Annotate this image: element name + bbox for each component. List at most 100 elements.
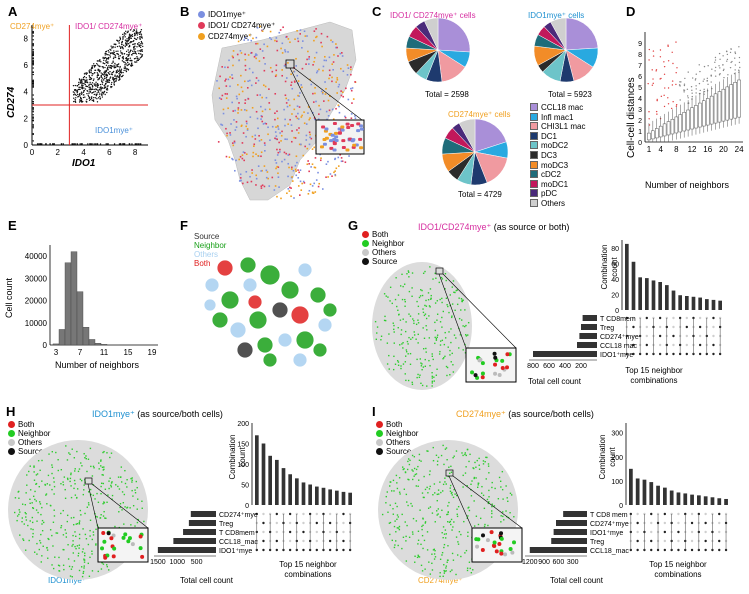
combination-bar (328, 489, 332, 505)
cell-dot (240, 109, 243, 111)
tissue-outline (372, 262, 472, 390)
neighbor-cell-dot (24, 503, 27, 506)
data-point (114, 55, 117, 57)
neighbor-cell-dot (66, 520, 69, 523)
i-combo-caption: Top 15 neighbor combinations (649, 560, 707, 579)
data-point (139, 30, 142, 33)
neighbor-cell-dot (81, 551, 84, 553)
neighbor-cell-dot (413, 334, 416, 336)
data-point (113, 50, 115, 52)
data-point (114, 46, 116, 48)
data-point (101, 96, 104, 98)
neighbor-cell-dot (441, 301, 443, 304)
neighbor-cell-dot (450, 341, 452, 344)
data-point (91, 84, 94, 87)
cell-dot (266, 171, 269, 173)
data-point (105, 61, 108, 64)
neighbor-cell-dot (42, 545, 44, 547)
neighbor-cell-dot (58, 570, 61, 572)
data-point (100, 79, 103, 81)
neighbor-cell-dot (33, 465, 35, 467)
neighbor-cell-dot (488, 496, 490, 498)
neighbor-cell-dot (136, 486, 138, 489)
cell-dot (346, 64, 349, 66)
neighbor-cell-dot (78, 544, 81, 546)
neighbor-cell-dot (376, 326, 379, 328)
cell-dot (287, 51, 289, 53)
neighbor-cell-dot (24, 511, 26, 514)
data-point (93, 83, 95, 85)
f-legend-neighbor: Neighbor (194, 241, 227, 250)
neighbor-cell-dot (95, 515, 97, 518)
neighbor-cell-dot (402, 318, 404, 320)
neighbor-cell-dot (461, 319, 463, 321)
neighbor-cell-dot (83, 484, 85, 486)
matrix-dot (302, 530, 305, 534)
data-point (98, 88, 101, 91)
data-point (126, 64, 128, 67)
cell-dot (313, 39, 315, 42)
data-point (109, 67, 111, 69)
combination-bar (629, 468, 633, 505)
neighbor-cell-dot (73, 487, 75, 490)
neighbor-cell-dot (117, 476, 120, 478)
neighbor-cell-dot (35, 483, 37, 485)
data-point (32, 94, 34, 96)
neighbor-cell-dot (405, 560, 408, 562)
legend-dot-icon (376, 430, 383, 437)
data-point (96, 92, 98, 94)
neighbor-cell-dot (403, 468, 405, 470)
data-point (112, 70, 115, 73)
data-point (124, 39, 127, 41)
data-point (128, 33, 131, 35)
neighbor-cell-dot (407, 458, 410, 460)
neighbor-cell-dot (451, 286, 454, 288)
outlier-point (719, 67, 721, 69)
cell-dot (235, 121, 238, 123)
cell-dot (251, 172, 253, 174)
data-point (110, 45, 112, 47)
x-tick-label: 600 (543, 363, 555, 370)
outlier-point (698, 64, 700, 66)
data-point (78, 93, 81, 96)
neighbor-cell-dot (70, 568, 73, 570)
cell-dot (347, 98, 350, 101)
data-point (133, 46, 135, 48)
cell-dot (332, 68, 334, 71)
neighbor-cell-dot (456, 494, 458, 497)
neighbor-cell-dot (444, 273, 447, 275)
y-tick-label: 0 (619, 503, 623, 510)
data-point (119, 36, 121, 38)
set-size-bar (551, 538, 587, 544)
cell-dot (263, 142, 266, 144)
neighbor-cell-dot (78, 569, 81, 572)
neighbor-cell-dot (40, 561, 42, 563)
outlier-point (680, 81, 682, 83)
neighbor-cell-dot (39, 542, 42, 544)
data-point (139, 50, 142, 52)
matrix-dot (690, 548, 694, 552)
neighbor-cell-dot (408, 536, 411, 539)
neighbor-cell-dot (100, 459, 102, 461)
outlier-point (707, 65, 709, 67)
panel-label-g: G (348, 218, 359, 233)
data-point (108, 79, 111, 82)
matrix-dot (288, 530, 292, 534)
data-point (32, 71, 34, 74)
zoom-cell (102, 539, 107, 544)
data-point (129, 57, 132, 59)
cell-dot (285, 77, 288, 79)
data-point (93, 143, 95, 145)
neighbor-cell-dot (444, 537, 447, 539)
zoom-cell (322, 142, 327, 146)
neighbor-cell-dot (96, 492, 98, 495)
neighbor-cell-dot (115, 484, 117, 486)
neighbor-cell-dot (424, 270, 426, 273)
data-point (79, 94, 81, 97)
outlier-point (722, 69, 725, 72)
data-point (115, 77, 117, 80)
matrix-dot (685, 352, 688, 356)
data-point (90, 83, 93, 86)
neighbor-cell-dot (405, 379, 407, 382)
data-point (105, 143, 107, 145)
